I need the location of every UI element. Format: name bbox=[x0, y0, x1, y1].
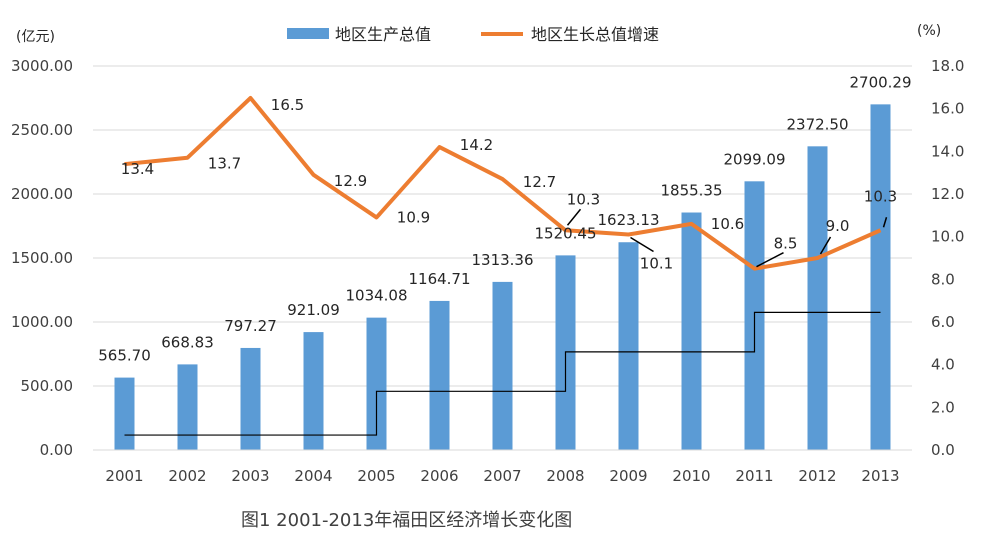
right-axis-unit: (%) bbox=[917, 23, 941, 39]
data-labels: 565.70668.83797.27921.091034.081164.7113… bbox=[98, 73, 911, 364]
x-tick-label: 2006 bbox=[420, 467, 458, 485]
label-leader-line bbox=[756, 252, 784, 268]
x-tick-label: 2004 bbox=[294, 467, 332, 485]
bar-value-label: 1313.36 bbox=[471, 251, 533, 269]
bar-value-label: 1855.35 bbox=[660, 182, 722, 200]
label-leader-line bbox=[882, 217, 888, 228]
legend: 地区生产总值 地区生长总值增速 bbox=[287, 25, 659, 44]
growth-value-label: 13.7 bbox=[208, 155, 241, 173]
growth-value-label: 10.3 bbox=[864, 187, 897, 205]
growth-value-label: 10.1 bbox=[640, 255, 673, 273]
bar bbox=[492, 281, 513, 450]
bar bbox=[114, 377, 135, 450]
left-tick-label: 2000.00 bbox=[11, 185, 73, 203]
growth-value-label: 14.2 bbox=[460, 136, 493, 154]
bar-value-label: 565.70 bbox=[98, 347, 151, 365]
growth-value-label: 10.9 bbox=[397, 208, 430, 226]
axes: 0.00 500.00 1000.00 1500.00 2000.00 2500.00 30… bbox=[11, 57, 964, 485]
right-tick-label: 12.0 bbox=[931, 185, 964, 203]
right-tick-label: 14.0 bbox=[931, 142, 964, 160]
bar-value-label: 1034.08 bbox=[345, 287, 407, 305]
step-line bbox=[124, 311, 881, 436]
bar bbox=[807, 146, 828, 450]
bar-series bbox=[114, 104, 891, 451]
step-line-path bbox=[124, 311, 881, 436]
right-tick-label: 6.0 bbox=[931, 313, 955, 331]
growth-value-label: 10.3 bbox=[567, 190, 600, 208]
bar-value-label: 2700.29 bbox=[849, 73, 911, 91]
growth-value-label: 10.6 bbox=[711, 215, 744, 233]
left-axis-unit: (亿元) bbox=[16, 29, 55, 45]
x-tick-label: 2009 bbox=[609, 467, 647, 485]
bar bbox=[177, 364, 198, 450]
left-tick-label: 0.00 bbox=[40, 441, 73, 459]
left-tick-label: 1500.00 bbox=[11, 249, 73, 267]
bar bbox=[870, 104, 891, 450]
right-tick-label: 10.0 bbox=[931, 228, 964, 246]
growth-value-label: 9.0 bbox=[826, 217, 850, 235]
growth-value-label: 8.5 bbox=[774, 235, 798, 253]
left-tick-label: 500.00 bbox=[21, 377, 74, 395]
x-tick-label: 2013 bbox=[861, 467, 899, 485]
right-tick-label: 8.0 bbox=[931, 270, 955, 288]
right-tick-label: 16.0 bbox=[931, 100, 964, 118]
x-tick-label: 2011 bbox=[735, 467, 773, 485]
x-tick-label: 2007 bbox=[483, 467, 521, 485]
x-tick-label: 2008 bbox=[546, 467, 584, 485]
right-tick-label: 4.0 bbox=[931, 356, 955, 374]
left-tick-label: 1000.00 bbox=[11, 313, 73, 331]
label-leader-lines bbox=[566, 208, 888, 268]
x-tick-label: 2003 bbox=[231, 467, 269, 485]
growth-value-label: 16.5 bbox=[271, 96, 304, 114]
bar bbox=[618, 242, 639, 450]
bar bbox=[303, 332, 324, 450]
left-tick-label: 3000.00 bbox=[11, 57, 73, 75]
growth-line bbox=[124, 96, 882, 271]
bar-value-label: 2372.50 bbox=[786, 115, 848, 133]
bar-value-label: 2099.09 bbox=[723, 150, 785, 168]
figure-caption: 图1 2001-2013年福田区经济增长变化图 bbox=[241, 510, 572, 531]
label-leader-line bbox=[819, 236, 832, 255]
growth-value-label: 12.7 bbox=[523, 173, 556, 191]
bar bbox=[366, 317, 387, 450]
bar-value-label: 668.83 bbox=[161, 333, 214, 351]
left-tick-label: 2500.00 bbox=[11, 121, 73, 139]
legend-swatch-gdp bbox=[287, 28, 329, 39]
x-tick-label: 2001 bbox=[105, 467, 143, 485]
x-tick-label: 2005 bbox=[357, 467, 395, 485]
x-tick-label: 2002 bbox=[168, 467, 206, 485]
x-tick-label: 2010 bbox=[672, 467, 710, 485]
bar-value-label: 1164.71 bbox=[408, 270, 470, 288]
bar bbox=[681, 212, 702, 450]
right-tick-label: 18.0 bbox=[931, 57, 964, 75]
bar-value-label: 1623.13 bbox=[597, 211, 659, 229]
bar bbox=[429, 300, 450, 450]
growth-value-label: 12.9 bbox=[334, 172, 367, 190]
bar-value-label: 1520.45 bbox=[534, 224, 596, 242]
label-leader-line bbox=[566, 208, 582, 226]
bar bbox=[240, 347, 261, 450]
legend-label-gdp: 地区生产总值 bbox=[335, 25, 431, 44]
growth-value-label: 13.4 bbox=[121, 160, 154, 178]
bar-value-label: 921.09 bbox=[287, 301, 340, 319]
bar-value-label: 797.27 bbox=[224, 317, 277, 335]
legend-label-growth: 地区生长总值增速 bbox=[531, 25, 659, 44]
line-series bbox=[124, 96, 882, 271]
label-leader-line bbox=[630, 236, 654, 253]
x-tick-label: 2012 bbox=[798, 467, 836, 485]
right-tick-label: 0.0 bbox=[931, 441, 955, 459]
right-tick-label: 2.0 bbox=[931, 398, 955, 416]
